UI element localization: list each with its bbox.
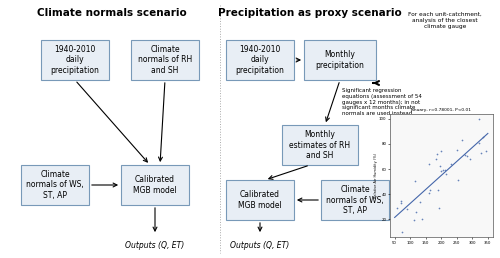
Point [418, 217, 426, 221]
Y-axis label: Relative Air Humidity (%): Relative Air Humidity (%) [374, 153, 378, 198]
Point [453, 148, 461, 152]
FancyBboxPatch shape [131, 40, 199, 80]
Text: Monthly
precipitation: Monthly precipitation [316, 50, 364, 70]
Point [476, 117, 484, 121]
Point [433, 152, 441, 156]
Point [412, 210, 420, 214]
Point [437, 169, 445, 173]
Text: Significant regression
equations (assessment of 54
gauges x 12 months); in not
s: Significant regression equations (assess… [342, 88, 422, 116]
Point [479, 135, 487, 139]
Point [403, 207, 411, 211]
Text: Climate
normals of WS,
ST, AP: Climate normals of WS, ST, AP [26, 170, 84, 200]
Point [398, 199, 406, 203]
FancyBboxPatch shape [226, 180, 294, 220]
Point [432, 157, 440, 162]
Point [393, 205, 401, 209]
Point [425, 191, 433, 195]
Point [442, 172, 450, 176]
Point [426, 188, 434, 192]
Point [454, 178, 462, 182]
Point [434, 188, 442, 192]
Text: Climate
normals of RH
and SH: Climate normals of RH and SH [138, 45, 192, 75]
Point [458, 138, 466, 142]
Point [397, 200, 405, 205]
Point [435, 206, 443, 210]
Text: Calibrated
MGB model: Calibrated MGB model [238, 190, 282, 210]
Point [398, 230, 406, 234]
Text: Outputs (Q, ET): Outputs (Q, ET) [230, 240, 290, 249]
Text: For each unit-catchment,
analysis of the closest
climate gauge: For each unit-catchment, analysis of the… [408, 12, 482, 29]
Point [478, 150, 486, 155]
Text: Calibrated
MGB model: Calibrated MGB model [133, 175, 177, 195]
Point [446, 162, 454, 166]
Point [476, 141, 484, 146]
Title: January, r=0.78001, P<0.01: January, r=0.78001, P<0.01 [411, 108, 472, 112]
Point [426, 162, 434, 166]
Point [436, 164, 444, 168]
Point [466, 156, 473, 160]
Text: Outputs (Q, ET): Outputs (Q, ET) [126, 240, 184, 249]
FancyBboxPatch shape [41, 40, 109, 80]
Point [460, 152, 468, 157]
Point [464, 154, 471, 158]
Text: Climate
normals of WS,
ST, AP: Climate normals of WS, ST, AP [326, 185, 384, 215]
FancyBboxPatch shape [121, 165, 189, 205]
FancyBboxPatch shape [21, 165, 89, 205]
Point [441, 168, 449, 172]
FancyBboxPatch shape [321, 180, 389, 220]
FancyBboxPatch shape [304, 40, 376, 80]
Text: 1940-2010
daily
precipitation: 1940-2010 daily precipitation [50, 45, 100, 75]
Point [410, 179, 418, 183]
Point [438, 149, 446, 153]
Point [440, 168, 448, 172]
Point [416, 200, 424, 204]
Point [410, 218, 418, 222]
Text: Climate normals scenario: Climate normals scenario [37, 8, 187, 18]
Text: Precipitation as proxy scenario: Precipitation as proxy scenario [218, 8, 402, 18]
Point [482, 149, 490, 153]
Text: Monthly
estimates of RH
and SH: Monthly estimates of RH and SH [290, 130, 350, 160]
FancyBboxPatch shape [226, 40, 294, 80]
Text: 1940-2010
daily
precipitation: 1940-2010 daily precipitation [236, 45, 284, 75]
FancyBboxPatch shape [282, 125, 358, 165]
